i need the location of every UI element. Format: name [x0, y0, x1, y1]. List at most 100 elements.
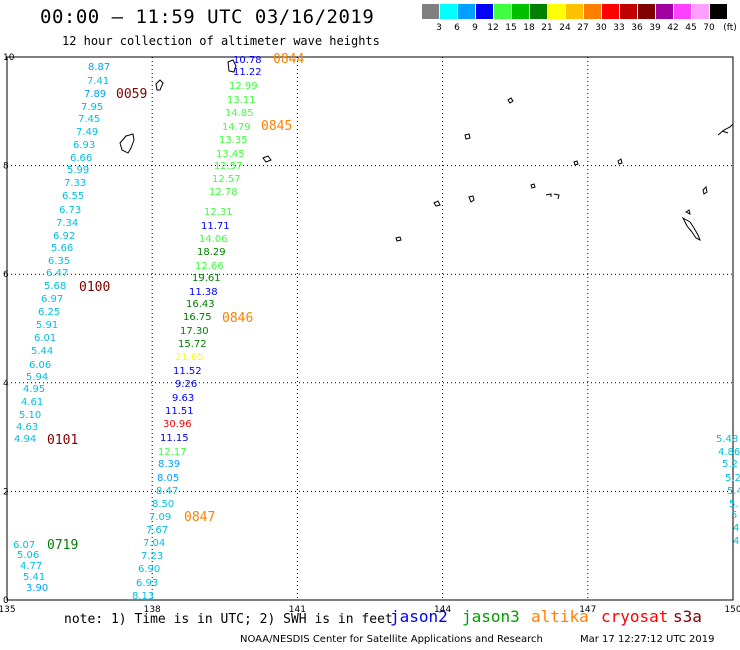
satellite-jason3: jason3	[462, 607, 520, 626]
wave-height-value: 6.93	[136, 578, 158, 589]
wave-height-value: 16.43	[186, 299, 215, 310]
wave-height-value: 7.89	[84, 89, 106, 100]
island-outline	[545, 193, 560, 200]
legend-label: 12	[487, 23, 499, 33]
island-outline	[262, 155, 272, 163]
wave-height-value: 7.49	[76, 127, 98, 138]
island-outline	[573, 160, 579, 166]
wave-height-value: 6.97	[41, 294, 63, 305]
wave-height-value: 4	[733, 536, 739, 547]
island-outline	[433, 200, 441, 207]
wave-height-value: 12.78	[209, 187, 238, 198]
wave-height-value: 12.57	[214, 161, 243, 172]
wave-height-value: 6.35	[48, 256, 70, 267]
wave-height-value: 8.05	[157, 473, 179, 484]
lat-tick-label: 6	[3, 270, 9, 280]
wave-height-value: 11.71	[201, 221, 230, 232]
wave-height-value: 5.41	[23, 572, 45, 583]
time-label: 0101	[47, 433, 78, 448]
map-frame	[6, 56, 734, 601]
footer-note: note: 1) Time is in UTC; 2) SWH is in fe…	[64, 612, 393, 627]
legend-swatch	[422, 4, 439, 19]
wave-height-value: 4.61	[21, 397, 43, 408]
lat-tick-label: 0	[3, 596, 9, 606]
wave-height-value: 12.99	[229, 81, 258, 92]
legend-swatch	[674, 4, 691, 19]
wave-height-value: 14.85	[225, 108, 254, 119]
lon-tick-label: 135	[0, 605, 16, 615]
wave-height-value: 11.51	[165, 406, 194, 417]
wave-height-value: 7.09	[149, 512, 171, 523]
wave-height-value: 6.47	[46, 268, 68, 279]
time-label: 0059	[116, 87, 147, 102]
lon-tick-label: 141	[289, 605, 306, 615]
legend-swatch	[692, 4, 709, 19]
wave-height-value: 13.45	[216, 149, 245, 160]
island-outline	[227, 59, 237, 73]
wave-height-value: 6.66	[70, 153, 92, 164]
island-outline	[702, 185, 708, 195]
wave-height-value: 8.87	[88, 62, 110, 73]
wave-height-value: 5.91	[36, 320, 58, 331]
satellite-cryosat: cryosat	[601, 607, 669, 626]
wave-height-value: 5.06	[17, 550, 39, 561]
wave-height-value: 16.75	[183, 312, 212, 323]
timestamp-text: Mar 17 12:27:12 UTC 2019	[580, 634, 715, 645]
wave-height-value: 13.11	[227, 95, 256, 106]
lat-tick-label: 4	[3, 379, 9, 389]
wave-height-value: 4.94	[14, 434, 36, 445]
lon-tick-label: 150	[724, 605, 740, 615]
legend-label: 21	[541, 23, 553, 33]
wave-height-value: 6.55	[62, 191, 84, 202]
wave-height-value: 9.63	[172, 393, 194, 404]
legend-label: 24	[559, 23, 571, 33]
page-subtitle: 12 hour collection of altimeter wave hei…	[62, 34, 380, 48]
legend-label: 3	[436, 23, 442, 33]
legend-label: 30	[595, 23, 607, 33]
wave-height-value: 14.06	[199, 234, 228, 245]
wave-height-value: 7.33	[64, 178, 86, 189]
legend-swatch	[710, 4, 727, 19]
wave-height-value: 6.01	[34, 333, 56, 344]
wave-height-value: 3.90	[26, 583, 48, 594]
wave-height-value: 5.66	[51, 243, 73, 254]
legend-label: 36	[631, 23, 643, 33]
wave-height-value: 5	[731, 510, 737, 521]
legend-label: 33	[613, 23, 625, 33]
wave-height-value: 30.96	[163, 419, 192, 430]
wave-height-value: 5.99	[67, 165, 89, 176]
island-outline	[507, 97, 514, 104]
legend-label: 39	[649, 23, 661, 33]
wave-height-value: 5.68	[44, 281, 66, 292]
wave-height-value: 12.66	[195, 261, 224, 272]
wave-height-value: 4.95	[23, 384, 45, 395]
wave-height-value: 19.61	[192, 273, 221, 284]
wave-height-value: 7.34	[56, 218, 78, 229]
wave-height-value: 14.79	[222, 122, 251, 133]
legend-swatch	[566, 4, 583, 19]
island-outline	[681, 216, 701, 242]
legend-label: 15	[505, 23, 517, 33]
island-outline	[685, 209, 691, 215]
legend-swatch	[620, 4, 637, 19]
wave-height-value: 7.04	[143, 538, 165, 549]
wave-height-value: 8.13	[132, 591, 154, 602]
time-label: 0847	[184, 510, 215, 525]
time-label: 0844	[273, 52, 304, 67]
wave-height-value: 21.65	[175, 352, 204, 363]
legend-label: 18	[523, 23, 535, 33]
wave-height-value: 18.29	[197, 247, 226, 258]
wave-height-value: 5.2	[725, 473, 740, 484]
legend-swatch	[656, 4, 673, 19]
wave-height-value: 15.72	[178, 339, 207, 350]
wave-height-value: 17.30	[180, 326, 209, 337]
lat-tick-label: 8	[3, 162, 9, 172]
wave-height-value: 11.52	[173, 366, 202, 377]
wave-height-value: 4.77	[20, 561, 42, 572]
wave-height-value: 7.23	[141, 551, 163, 562]
wave-height-value: 12.17	[158, 447, 187, 458]
legend-label: 42	[667, 23, 679, 33]
lon-tick-label: 147	[579, 605, 596, 615]
lon-tick-label: 144	[434, 605, 451, 615]
island-outline	[468, 195, 475, 203]
